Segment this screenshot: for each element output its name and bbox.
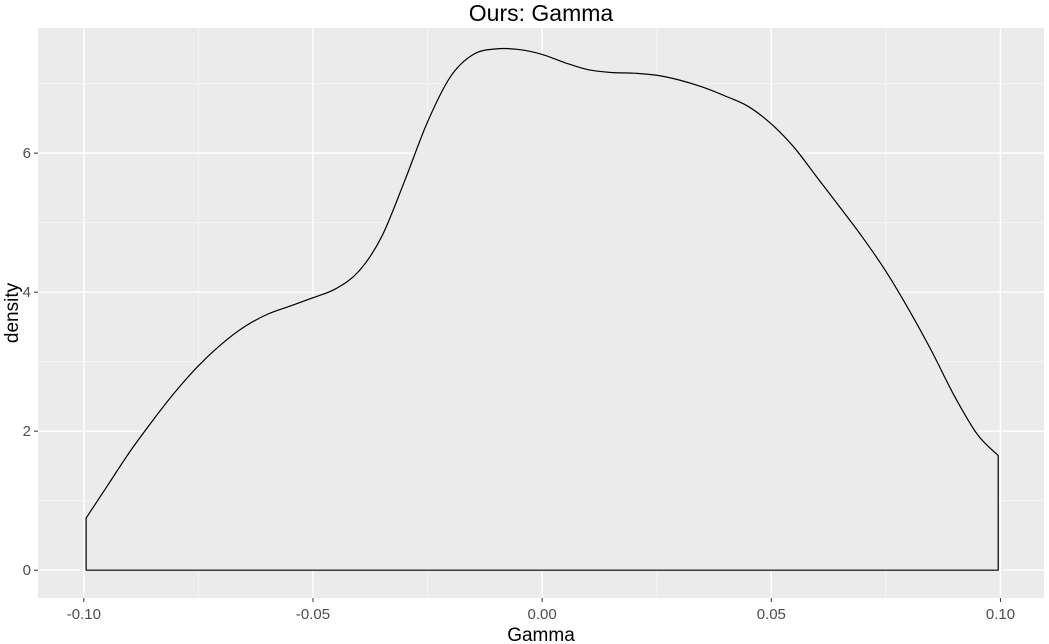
density-area <box>85 47 999 571</box>
x-axis: -0.10 -0.05 0.00 0.05 0.10 <box>67 598 1015 623</box>
x-tick-label: 0.00 <box>528 606 557 623</box>
y-axis: 0 2 4 6 <box>23 145 38 579</box>
y-tick-label: 2 <box>23 423 31 440</box>
chart-title: Ours: Gamma <box>469 0 614 26</box>
x-tick-label: 0.10 <box>986 606 1015 623</box>
x-tick-label: 0.05 <box>757 606 786 623</box>
x-tick-label: -0.05 <box>296 606 330 623</box>
y-tick-label: 6 <box>23 145 31 162</box>
x-axis-title: Gamma <box>507 625 575 644</box>
y-axis-title: density <box>2 282 23 343</box>
y-tick-label: 0 <box>23 562 31 579</box>
x-tick-label: -0.10 <box>67 606 101 623</box>
y-tick-label: 4 <box>23 284 31 301</box>
